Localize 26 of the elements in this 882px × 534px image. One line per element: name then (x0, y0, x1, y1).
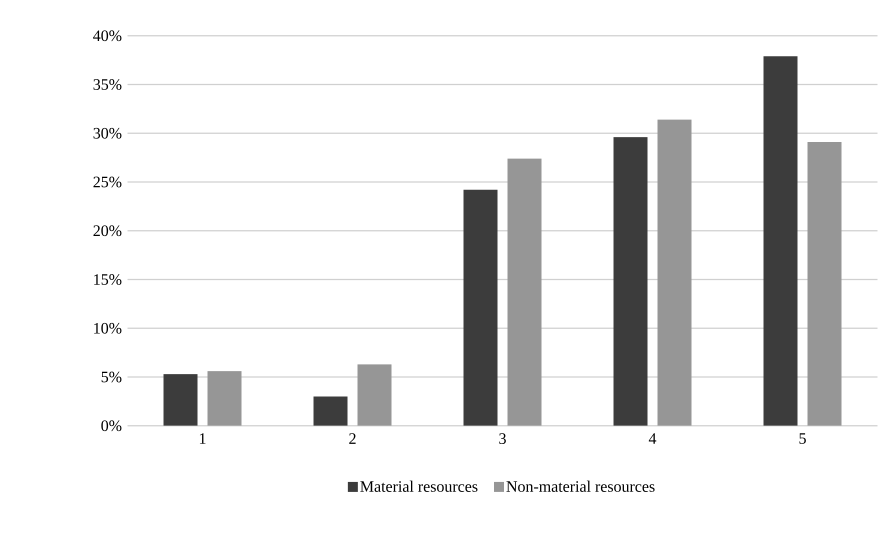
y-tick-label: 20% (93, 225, 122, 236)
bar (658, 120, 692, 426)
bar (508, 158, 542, 426)
x-tick-label: 3 (499, 433, 506, 444)
bar (614, 137, 648, 426)
bar (208, 371, 242, 426)
bar (764, 56, 798, 426)
y-tick-label: 40% (93, 30, 122, 42)
bar (164, 374, 198, 426)
y-tick-label: 5% (102, 372, 122, 382)
x-tick-label: 1 (200, 433, 206, 444)
bar (314, 396, 348, 426)
y-tick-label: 15% (94, 274, 122, 285)
x-tick-label: 5 (799, 433, 806, 444)
bar (808, 142, 842, 426)
bar (358, 364, 392, 426)
x-tick-label: 4 (648, 433, 656, 444)
y-tick-label: 10% (94, 322, 122, 334)
y-tick-label: 30% (94, 128, 122, 139)
y-tick-label: 25% (93, 176, 122, 188)
x-tick-label: 2 (349, 433, 356, 444)
legend-label: Non-material resources (506, 480, 655, 492)
legend-label: Material resources (360, 480, 478, 492)
bar (464, 190, 498, 426)
y-tick-label: 35% (94, 79, 122, 90)
y-tick-label: 0% (101, 420, 122, 432)
